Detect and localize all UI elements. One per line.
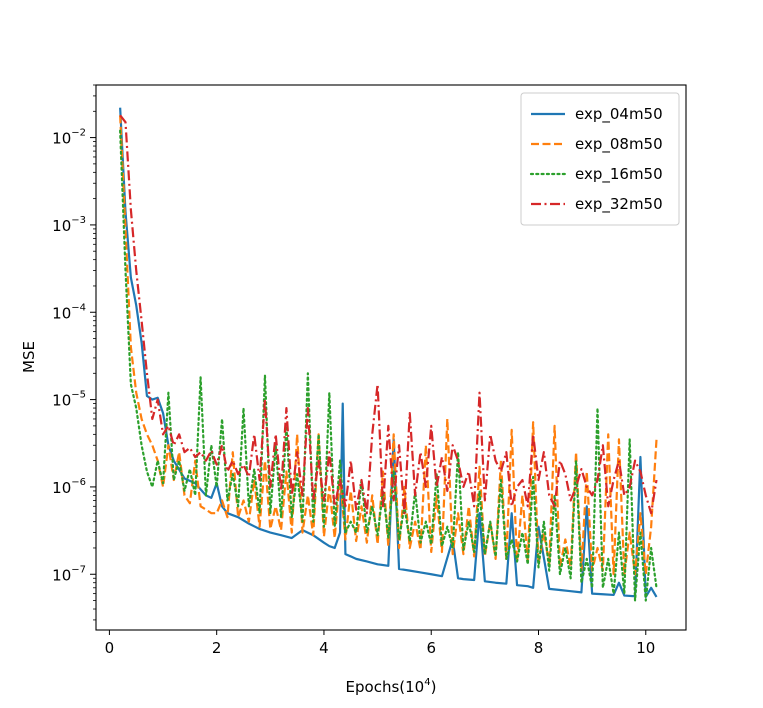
legend-label-exp_04m50: exp_04m50 <box>575 105 663 124</box>
x-axis-title-suffix: ) <box>431 678 437 696</box>
y-axis-title: MSE <box>20 341 38 373</box>
x-tick-label: 6 <box>426 639 436 657</box>
x-tick-label: 8 <box>534 639 544 657</box>
series-line-exp_08m50 <box>119 115 658 576</box>
x-tick-label: 0 <box>105 639 115 657</box>
legend-box <box>520 92 680 226</box>
x-axis-title-main: Epochs(10 <box>346 678 425 696</box>
legend: exp_04m50 exp_08m50 exp_16m50 exp_32m50 <box>520 92 680 226</box>
x-tick-label: 10 <box>636 639 655 657</box>
series-line-exp_16m50 <box>119 129 658 602</box>
x-axis-title-superscript: 4 <box>424 677 430 688</box>
y-tick-label: 10−7 <box>52 564 86 584</box>
series-layer <box>119 107 658 602</box>
y-axis: 10−7 10−6 10−5 10−4 10−3 10−2 <box>52 84 96 621</box>
series-line-exp_32m50 <box>119 114 658 515</box>
x-axis: 0 2 4 6 8 10 <box>105 630 655 657</box>
x-axis-title: Epochs(104) <box>346 677 437 696</box>
y-tick-label: 10−3 <box>52 215 86 235</box>
x-tick-label: 2 <box>212 639 222 657</box>
legend-label-exp_32m50: exp_32m50 <box>575 195 663 214</box>
y-tick-label: 10−2 <box>52 128 86 148</box>
y-tick-label: 10−5 <box>52 390 86 410</box>
legend-label-exp_08m50: exp_08m50 <box>575 135 663 154</box>
x-tick-label: 4 <box>319 639 329 657</box>
legend-label-exp_16m50: exp_16m50 <box>575 165 663 184</box>
y-tick-label: 10−6 <box>52 477 86 497</box>
plot-frame <box>95 84 687 631</box>
y-tick-label: 10−4 <box>52 302 86 322</box>
